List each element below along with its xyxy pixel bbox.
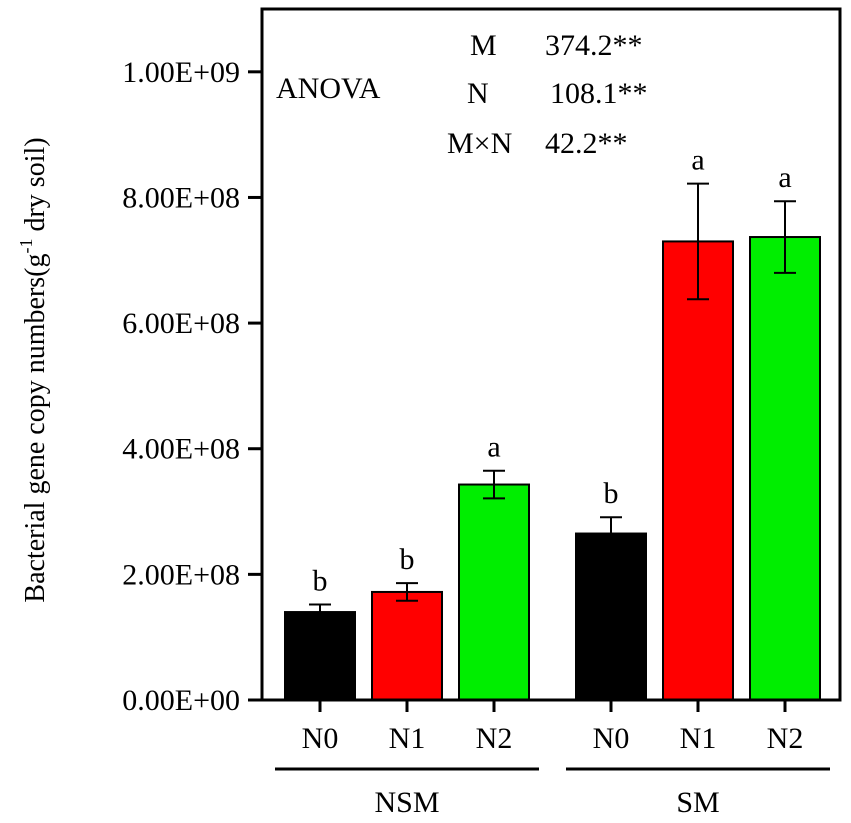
y-tick-label: 6.00E+08 (122, 307, 240, 340)
bar-nsm-n2 (458, 483, 530, 701)
bar-sm-n1 (662, 240, 734, 701)
bar-sm-n0 (575, 532, 647, 701)
error-bar (600, 516, 622, 551)
y-tick-label: 0.00E+00 (122, 684, 240, 717)
significance-label: b (313, 565, 328, 598)
anova-value: 374.2** (545, 29, 643, 62)
error-bar (396, 582, 418, 602)
significance-label: b (400, 543, 415, 576)
y-axis-label-tail: dry soil) (20, 137, 51, 238)
y-tick-label: 4.00E+08 (122, 433, 240, 466)
significance-label: a (487, 431, 500, 464)
bar-nsm-n1 (371, 590, 443, 701)
anova-annotation: ANOVA M 374.2** N 108.1** M×N 42.2** (276, 29, 648, 160)
anova-value: 42.2** (545, 127, 628, 160)
anova-factor: N (467, 77, 489, 110)
group-label: NSM (374, 786, 439, 819)
significance-label: b (604, 477, 619, 510)
error-bar (483, 469, 505, 500)
y-tick-label: 8.00E+08 (122, 181, 240, 214)
x-category-label: N1 (680, 722, 717, 755)
svg-text:Bacterial gene copy numbers(g-: Bacterial gene copy numbers(g-1 dry soil… (16, 137, 51, 602)
y-axis-ticks: 0.00E+00 2.00E+08 4.00E+08 6.00E+08 8.00E+08… (122, 56, 262, 717)
anova-factor: M (470, 29, 497, 62)
bars: b b a b a a (284, 144, 821, 702)
x-category-label: N1 (389, 722, 426, 755)
error-bar (687, 182, 709, 301)
anova-title: ANOVA (276, 72, 381, 105)
plot-frame (260, 7, 842, 702)
significance-label: a (691, 144, 704, 177)
anova-factor: M×N (447, 127, 512, 160)
x-category-label: N2 (767, 722, 804, 755)
group-label: SM (676, 786, 719, 819)
y-axis-label-superscript: -1 (16, 239, 36, 254)
y-tick-label: 1.00E+09 (122, 56, 240, 89)
y-axis-label-main: Bacterial gene copy numbers(g (20, 254, 51, 603)
error-bar (774, 200, 796, 274)
y-axis-label: Bacterial gene copy numbers(g-1 dry soil… (16, 137, 51, 602)
significance-label: a (778, 161, 791, 194)
x-category-label: N0 (593, 722, 630, 755)
y-tick-label: 2.00E+08 (122, 558, 240, 591)
bar-nsm-n0 (284, 611, 356, 702)
bar-sm-n2 (749, 236, 821, 701)
error-bar (309, 603, 331, 621)
x-axis: N0 N1 N2 NSM N0 N1 N2 SM (275, 700, 830, 819)
x-category-label: N0 (302, 722, 339, 755)
x-category-label: N2 (476, 722, 513, 755)
anova-value: 108.1** (550, 77, 648, 110)
